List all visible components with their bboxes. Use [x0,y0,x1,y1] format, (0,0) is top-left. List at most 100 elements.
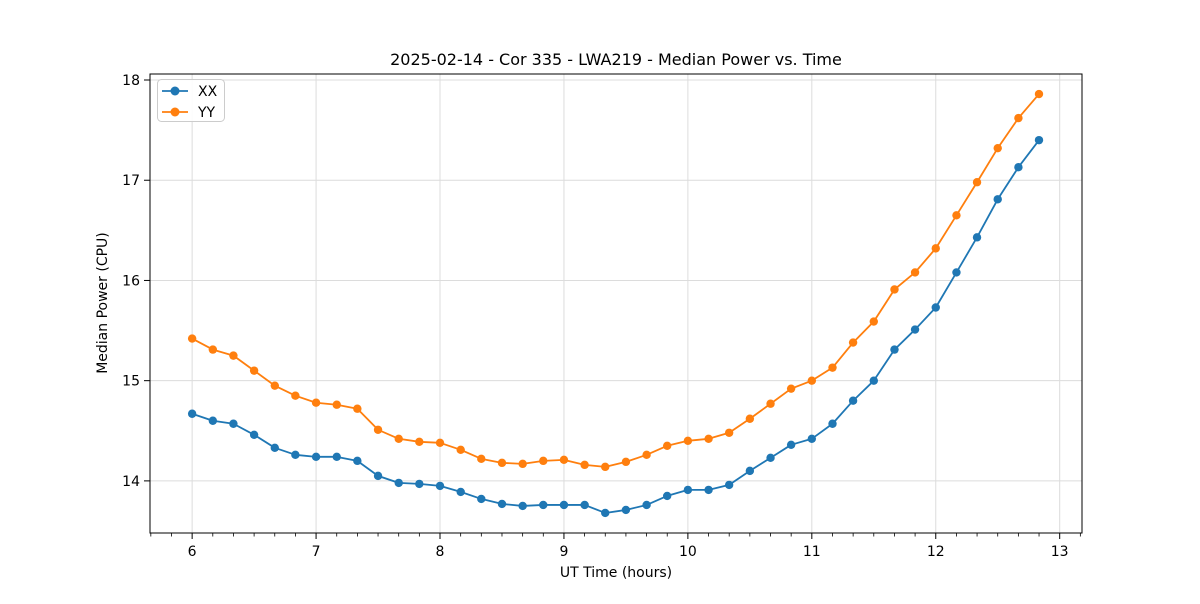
legend-label: XX [198,84,218,100]
data-point [518,501,527,511]
data-point [249,366,259,375]
data-point [208,345,218,354]
data-point [518,459,527,469]
legend-item-xx: XX [162,84,218,100]
grid-lines [150,74,1082,533]
data-point [539,456,548,466]
x-tick-label: 9 [559,544,568,560]
data-point [931,244,940,253]
x-tick-label: 6 [188,544,197,560]
data-point [415,437,424,447]
data-point [828,363,837,372]
data-point [1014,163,1023,172]
data-point [786,440,796,450]
data-point [766,399,775,408]
data-point [828,419,837,428]
data-point [952,268,961,277]
plot-area: 6 7 8 9 10 11 12 13 14 15 16 17 18 XX YY [122,73,1083,560]
data-point [869,317,878,326]
data-point [972,178,982,187]
legend-marker [170,107,180,117]
data-point [910,325,920,334]
data-point [559,455,569,465]
data-point [311,452,321,462]
data-point [311,398,321,407]
data-point [332,452,341,462]
data-point [786,384,796,393]
legend-label: YY [197,105,216,121]
x-tick-label: 7 [312,544,321,560]
data-point [621,505,631,515]
data-point [229,419,238,428]
data-point [662,491,672,501]
data-point [642,450,651,460]
data-point [683,436,693,445]
data-point [1034,135,1044,145]
data-point [353,456,362,466]
data-point [601,462,610,472]
data-point [993,195,1002,204]
data-point [869,376,878,385]
y-axis-label: Median Power (CPU) [95,232,111,374]
data-point [477,454,486,464]
data-point [910,268,920,277]
data-point [559,500,569,510]
data-point [662,441,672,451]
y-tick-label: 18 [122,73,140,89]
data-point [394,478,403,488]
data-point [807,434,817,443]
data-point [1034,89,1044,99]
chart-title: 2025-02-14 - Cor 335 - LWA219 - Median P… [390,50,842,69]
x-tick-label: 10 [679,544,697,560]
data-point [745,414,755,423]
data-point [229,351,238,360]
data-point [456,445,465,455]
data-point [435,438,445,448]
data-point [497,499,507,509]
data-point [477,494,486,504]
data-point [931,303,940,312]
data-point [890,345,899,354]
data-point [601,508,610,518]
series-yy [187,89,1044,472]
data-point [373,471,383,481]
y-tick-label: 17 [122,173,140,189]
data-point [353,404,362,413]
legend-item-yy: YY [162,105,216,121]
axes-spines [149,73,1083,534]
y-tick-label: 15 [122,374,140,390]
data-point [848,396,858,405]
data-point [270,381,280,390]
x-tick-label: 13 [1051,544,1069,560]
x-axis-ticks: 6 7 8 9 10 11 12 13 [188,533,1069,560]
series-xx [187,135,1044,518]
data-point [580,500,589,510]
data-point [724,480,734,490]
data-point [187,334,197,343]
data-point [890,285,899,294]
data-point [187,409,197,418]
y-tick-label: 14 [122,474,140,490]
data-point [807,376,817,385]
x-axis-label: UT Time (hours) [560,565,672,581]
data-point [456,487,465,497]
data-point [642,500,651,510]
y-tick-label: 16 [122,273,140,289]
data-point [208,416,218,425]
data-point [435,481,445,491]
x-minor-ticks [150,533,1081,537]
data-point [394,434,403,443]
data-point [270,443,280,453]
data-point [497,458,507,468]
data-point [291,391,300,400]
y-axis-ticks: 14 15 16 17 18 [122,73,150,490]
data-point [745,466,755,476]
data-point [249,430,259,439]
data-point [724,428,734,437]
legend: XX YY [157,79,225,122]
data-point [972,233,982,242]
data-point [704,485,713,495]
data-point [539,500,548,510]
